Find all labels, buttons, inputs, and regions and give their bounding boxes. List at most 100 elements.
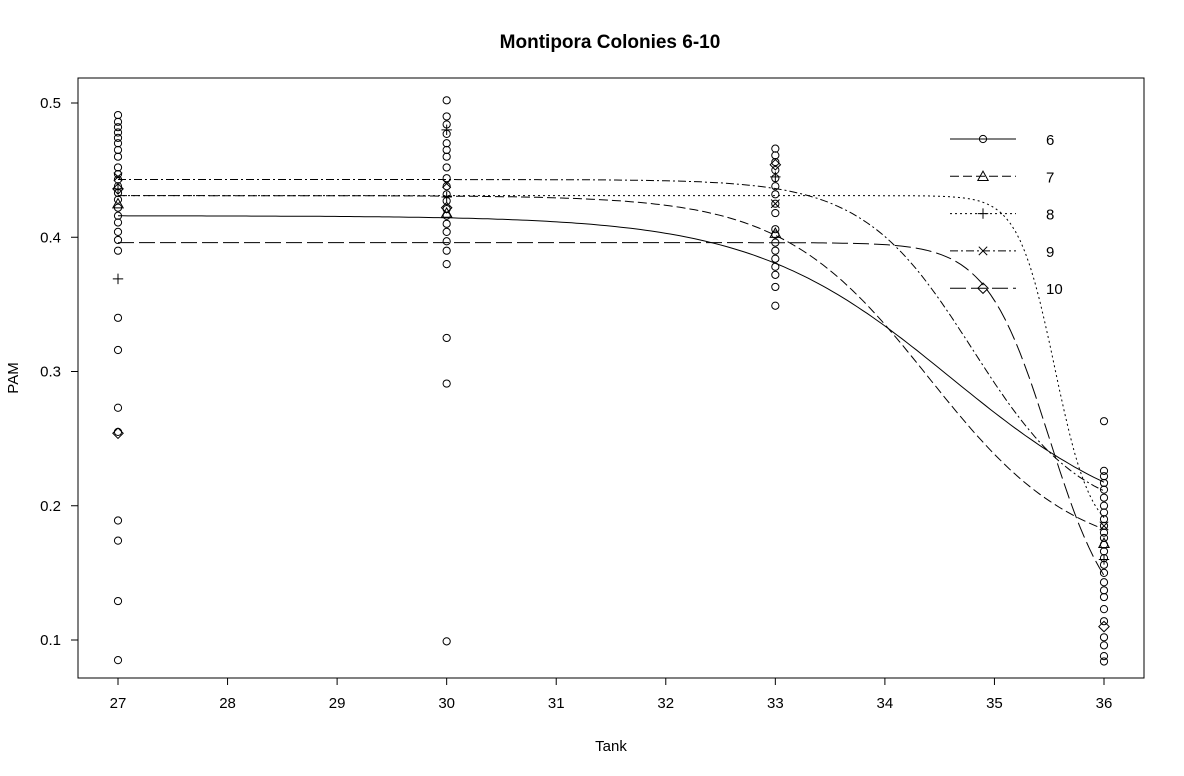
point-x bbox=[770, 199, 780, 209]
x-tick-label: 29 bbox=[329, 695, 346, 712]
point-circle bbox=[1099, 617, 1109, 626]
point-circle bbox=[442, 237, 451, 246]
point-circle bbox=[771, 282, 780, 292]
legend-label-8: 8 bbox=[1046, 207, 1054, 224]
point-circle bbox=[771, 254, 780, 263]
point-circle bbox=[442, 379, 451, 388]
chart-title: Montipora Colonies 6-10 bbox=[500, 32, 721, 53]
point-circle bbox=[771, 157, 780, 167]
point-circle bbox=[1099, 657, 1109, 666]
point-diamond bbox=[769, 158, 782, 171]
point-circle bbox=[442, 333, 451, 343]
point-circle bbox=[113, 313, 123, 322]
curve-series-8 bbox=[118, 195, 1105, 519]
y-tick-label: 0.1 bbox=[40, 632, 61, 649]
point-plus bbox=[1098, 554, 1110, 565]
x-tick-label: 27 bbox=[110, 695, 127, 712]
point-circle bbox=[771, 262, 780, 271]
y-axis-label: PAM bbox=[5, 362, 22, 393]
curve-series-6 bbox=[118, 215, 1105, 483]
point-circle bbox=[1099, 547, 1109, 556]
point-circle bbox=[442, 139, 451, 148]
point-circle bbox=[1099, 586, 1109, 595]
curve-series-10 bbox=[118, 242, 1105, 576]
point-circle bbox=[113, 227, 123, 236]
point-triangle bbox=[440, 206, 453, 218]
point-circle bbox=[113, 170, 123, 179]
point-circle bbox=[442, 211, 451, 220]
point-x bbox=[442, 178, 452, 189]
x-axis-label: Tank bbox=[595, 738, 627, 755]
point-circle bbox=[113, 123, 123, 132]
point-circle bbox=[1099, 485, 1109, 494]
point-circle bbox=[113, 516, 123, 525]
point-circle bbox=[1099, 493, 1109, 502]
point-circle bbox=[113, 152, 123, 161]
point-circle bbox=[442, 163, 451, 172]
point-plus bbox=[112, 183, 124, 195]
x-tick-label: 31 bbox=[548, 695, 565, 712]
data-points bbox=[111, 96, 1111, 666]
point-circle bbox=[442, 246, 451, 255]
y-tick-label: 0.4 bbox=[40, 229, 61, 246]
point-circle bbox=[442, 96, 451, 105]
x-tick-label: 28 bbox=[219, 695, 236, 712]
point-circle bbox=[113, 235, 123, 245]
y-tick-label: 0.2 bbox=[40, 498, 61, 515]
point-circle bbox=[113, 345, 123, 355]
point-x bbox=[978, 246, 988, 256]
y-tick-label: 0.3 bbox=[40, 364, 61, 381]
point-circle bbox=[113, 163, 123, 172]
point-circle bbox=[771, 151, 780, 160]
point-diamond bbox=[112, 183, 124, 195]
point-circle bbox=[771, 144, 780, 153]
point-triangle bbox=[111, 197, 125, 209]
point-circle bbox=[1099, 605, 1109, 614]
point-circle bbox=[113, 128, 123, 137]
point-circle bbox=[771, 208, 780, 218]
point-circle bbox=[1099, 592, 1109, 602]
point-circle bbox=[1099, 472, 1109, 481]
point-plus bbox=[112, 273, 124, 285]
plot-frame bbox=[77, 77, 1145, 679]
point-circle bbox=[113, 218, 123, 227]
legend-label-7: 7 bbox=[1046, 169, 1054, 186]
y-axis: 0.1 0.2 0.3 0.4 0.5 bbox=[40, 95, 78, 649]
point-circle bbox=[1099, 501, 1109, 510]
point-circle bbox=[771, 270, 780, 279]
point-circle bbox=[771, 199, 780, 208]
point-circle bbox=[442, 182, 451, 191]
point-plus bbox=[441, 124, 452, 136]
point-circle bbox=[771, 225, 780, 234]
legend-label-6: 6 bbox=[1046, 132, 1054, 149]
fitted-curves bbox=[118, 179, 1105, 576]
point-circle bbox=[113, 110, 123, 120]
point-diamond bbox=[1098, 620, 1110, 633]
point-circle bbox=[113, 596, 123, 606]
point-circle bbox=[1099, 633, 1109, 642]
point-circle bbox=[442, 112, 451, 121]
point-circle bbox=[1099, 652, 1109, 661]
point-circle bbox=[771, 182, 780, 191]
point-circle bbox=[1099, 417, 1109, 426]
x-tick-label: 34 bbox=[877, 695, 894, 712]
x-tick-label: 33 bbox=[767, 695, 784, 712]
point-triangle bbox=[1097, 537, 1111, 549]
point-circle bbox=[442, 145, 451, 155]
point-circle bbox=[113, 246, 123, 255]
point-plus bbox=[977, 208, 989, 219]
point-diamond bbox=[112, 427, 124, 440]
x-tick-label: 30 bbox=[438, 695, 455, 712]
point-circle bbox=[113, 403, 123, 412]
point-circle bbox=[442, 152, 451, 161]
point-triangle bbox=[976, 170, 990, 181]
x-tick-label: 32 bbox=[657, 695, 674, 712]
curve-series-9 bbox=[118, 179, 1105, 492]
point-circle bbox=[442, 637, 451, 646]
point-circle bbox=[113, 117, 123, 126]
point-circle bbox=[1099, 508, 1109, 517]
curve-series-7 bbox=[118, 195, 1105, 530]
point-triangle bbox=[769, 226, 782, 238]
point-diamond bbox=[977, 282, 989, 295]
point-circle bbox=[1099, 641, 1109, 650]
